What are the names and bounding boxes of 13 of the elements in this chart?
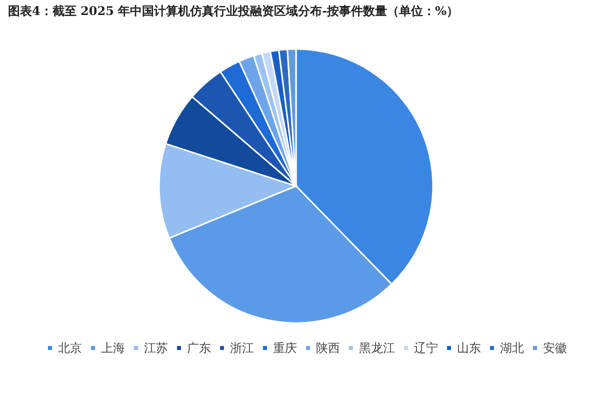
legend-label: 江苏 xyxy=(144,341,168,355)
legend-label: 湖北 xyxy=(500,341,524,355)
legend-label: 辽宁 xyxy=(414,341,438,355)
legend-label: 广东 xyxy=(187,341,211,355)
legend-label: 重庆 xyxy=(273,341,297,355)
legend-label: 上海 xyxy=(101,341,125,355)
legend-label: 陕西 xyxy=(316,341,340,355)
chart-title: 图表4：截至 2025 年中国计算机仿真行业投融资区域分布-按事件数量（单位：%） xyxy=(8,4,458,18)
legend-label: 安徽 xyxy=(543,341,567,355)
legend-label: 浙江 xyxy=(230,341,254,355)
legend-label: 黑龙江 xyxy=(359,341,395,355)
legend-label: 山东 xyxy=(457,341,481,355)
legend-label: 北京 xyxy=(58,341,82,355)
